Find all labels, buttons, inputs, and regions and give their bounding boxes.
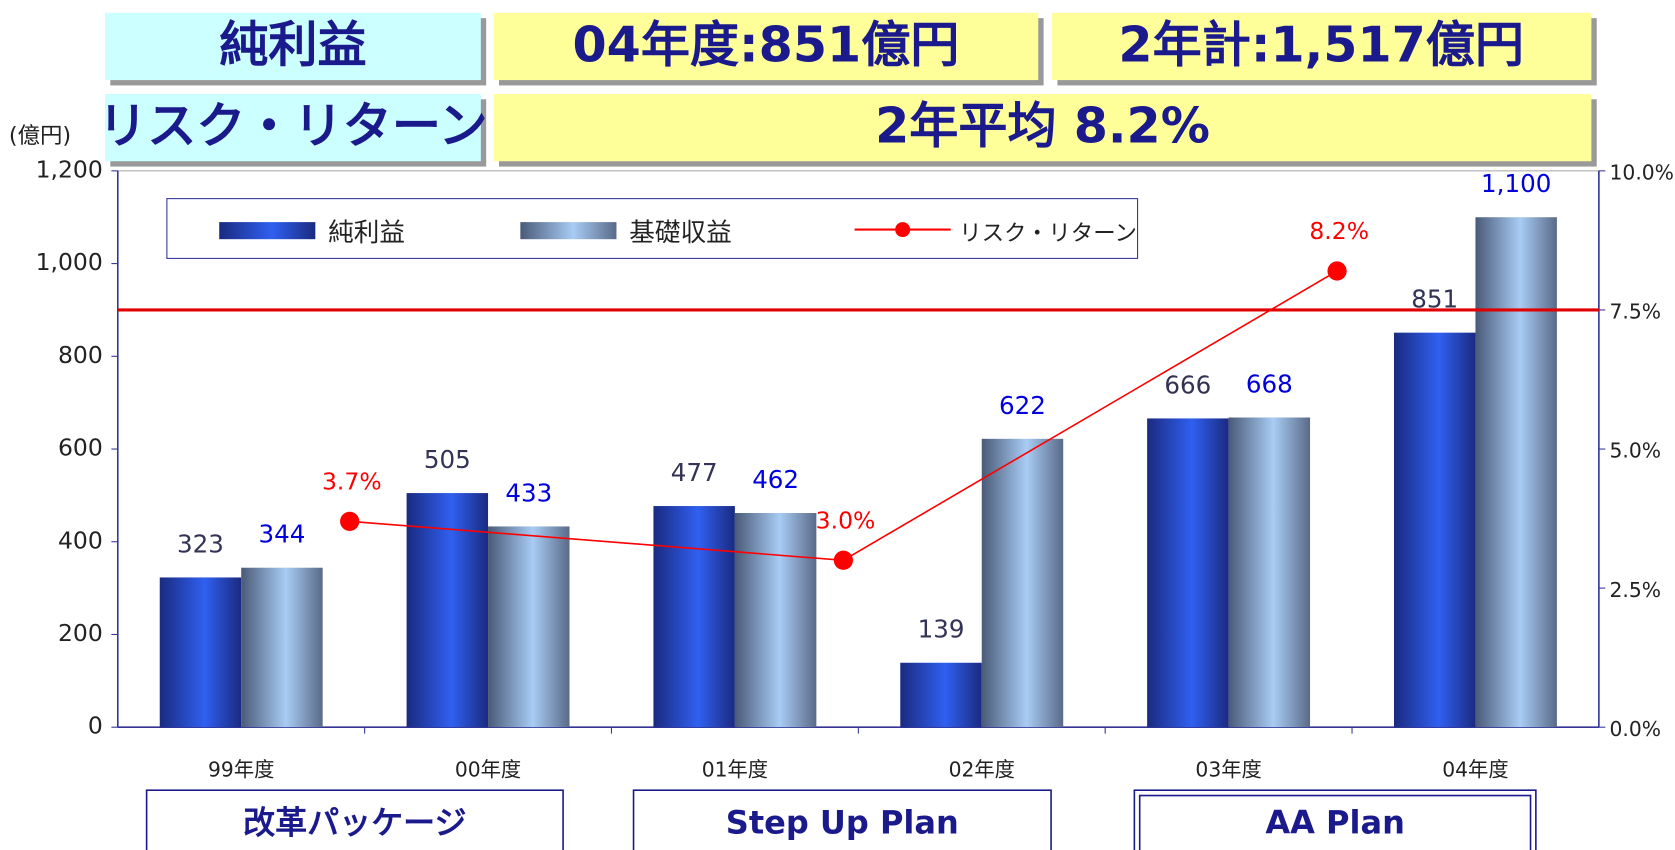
line-value-label: 3.7% xyxy=(322,467,382,495)
bar xyxy=(734,513,817,728)
bar xyxy=(241,567,323,728)
line-point xyxy=(833,550,853,570)
y-tick-label: 0 xyxy=(88,712,103,740)
bar xyxy=(1393,332,1476,728)
header-box xyxy=(104,12,481,81)
y-tick-label: 400 xyxy=(58,526,103,554)
bar xyxy=(981,438,1064,728)
group-label: AA Plan xyxy=(1265,803,1405,841)
header-box xyxy=(493,12,1039,81)
legend-label: 基礎収益 xyxy=(629,218,731,248)
line-point xyxy=(1327,261,1347,281)
header-box xyxy=(104,93,481,162)
bar xyxy=(406,493,489,728)
x-tick-label: 02年度 xyxy=(949,757,1015,781)
x-tick-label: 00年度 xyxy=(455,757,521,781)
group-label: 改革パッケージ xyxy=(243,803,466,841)
y-tick-label: 1,000 xyxy=(36,248,103,276)
x-tick-label: 99年度 xyxy=(208,757,274,781)
bar xyxy=(159,577,242,728)
bar-value-label: 666 xyxy=(1164,370,1211,399)
line-point xyxy=(340,511,360,531)
y2-tick-label: 0.0% xyxy=(1610,717,1662,741)
header-total: 2年計:1,517億円 xyxy=(1118,16,1524,74)
y-tick-label: 800 xyxy=(58,341,103,369)
header-box xyxy=(1052,12,1592,81)
bar xyxy=(1475,217,1557,728)
legend-marker xyxy=(895,222,911,238)
x-tick-label: 04年度 xyxy=(1442,757,1508,781)
header-fy04: 04年度:851億円 xyxy=(572,16,959,74)
y-tick-label: 200 xyxy=(58,619,103,647)
y2-tick-label: 5.0% xyxy=(1610,439,1662,463)
header-title: 純利益 xyxy=(219,16,366,74)
y2-tick-label: 7.5% xyxy=(1610,300,1662,324)
bar-value-label: 668 xyxy=(1246,369,1293,398)
bar xyxy=(1147,418,1229,728)
legend-label: リスク・リターン xyxy=(959,220,1137,246)
y-unit: (億円) xyxy=(9,123,71,149)
x-tick-label: 01年度 xyxy=(702,757,768,781)
bar xyxy=(1228,417,1311,728)
bar-value-label: 1,100 xyxy=(1481,169,1551,198)
legend-swatch xyxy=(520,222,617,240)
y2-tick-label: 10.0% xyxy=(1610,161,1674,185)
line-value-label: 3.0% xyxy=(816,506,876,534)
group-box xyxy=(1133,789,1537,850)
bar-value-label: 477 xyxy=(671,458,718,487)
group-box-inner xyxy=(1138,794,1532,850)
group-box xyxy=(632,789,1052,850)
legend xyxy=(166,198,1139,259)
bar-value-label: 323 xyxy=(177,529,224,558)
header-avg: 2年平均 8.2% xyxy=(875,97,1210,155)
y-tick-label: 1,200 xyxy=(36,155,103,183)
group-box xyxy=(145,789,564,850)
y-tick-label: 600 xyxy=(58,434,103,462)
bar-value-label: 505 xyxy=(424,445,471,474)
header-subtitle: リスク・リターン xyxy=(98,97,487,155)
bar-value-label: 139 xyxy=(918,615,965,644)
group-label: Step Up Plan xyxy=(726,803,959,841)
line-value-label: 8.2% xyxy=(1309,217,1369,245)
bar-value-label: 344 xyxy=(259,520,306,549)
legend-label: 純利益 xyxy=(328,218,405,248)
bar-value-label: 433 xyxy=(505,478,552,507)
legend-swatch xyxy=(219,222,316,240)
x-tick-label: 03年度 xyxy=(1195,757,1261,781)
y2-tick-label: 2.5% xyxy=(1610,578,1662,602)
header-box xyxy=(493,93,1592,162)
bar xyxy=(653,506,735,728)
header: 純利益 04年度:851億円 2年計:1,517億円 リスク・リターン 2年平均… xyxy=(98,12,1597,167)
bar-value-label: 462 xyxy=(752,465,799,494)
bar xyxy=(488,526,570,728)
bar xyxy=(900,662,982,728)
bar-value-label: 622 xyxy=(999,391,1046,420)
